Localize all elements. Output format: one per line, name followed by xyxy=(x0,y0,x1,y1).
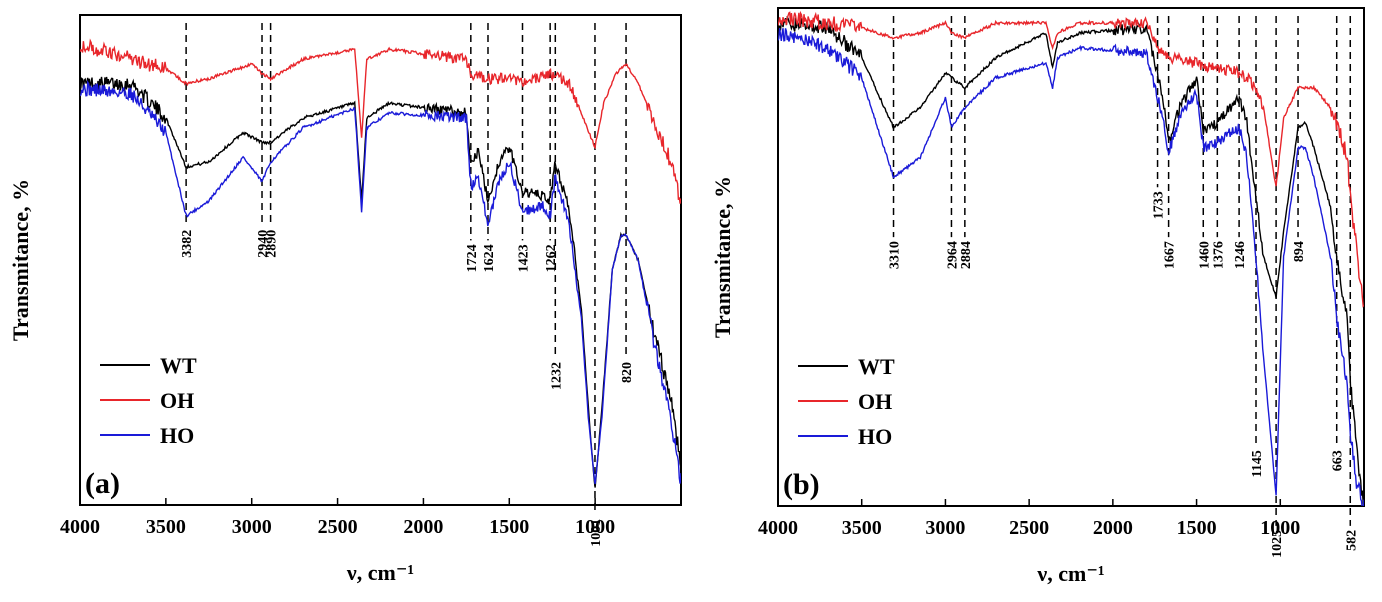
peak-label: 1232 xyxy=(549,362,564,390)
panel-label: (a) xyxy=(85,467,120,500)
panel-b: 4000 3500 3000 2500 2000 1500 1000 ν, cm⁻¹ Trans… xyxy=(710,7,1365,586)
legend-label: WT xyxy=(160,353,197,378)
y-axis-label: Transmitance, % xyxy=(8,179,33,341)
peak-label: 1376 xyxy=(1211,241,1226,269)
x-tick-label: 3000 xyxy=(232,516,272,538)
series-line-oh xyxy=(80,38,681,204)
x-tick-label: 2000 xyxy=(1093,517,1133,539)
peak-label: 1423 xyxy=(517,244,532,272)
peak-label: 820 xyxy=(620,362,635,383)
panel-label: (b) xyxy=(783,468,820,501)
panel-a: 4000 3500 3000 2500 2000 1500 1000 ν, cm⁻¹ Trans… xyxy=(8,14,682,585)
peak-label: 1001 xyxy=(589,519,604,547)
legend-label: OH xyxy=(858,389,892,414)
series-line-oh xyxy=(778,10,1364,308)
peak-label: 1724 xyxy=(465,244,480,272)
legend-label: HO xyxy=(160,423,194,448)
peak-label: 582 xyxy=(1344,530,1359,551)
plot-frame xyxy=(777,7,1365,507)
x-tick-label: 4000 xyxy=(60,516,100,538)
peak-label: 1025 xyxy=(1270,530,1285,558)
x-axis-label: ν, cm⁻¹ xyxy=(1036,561,1104,586)
series-line-wt xyxy=(80,76,681,488)
x-tick-label: 2500 xyxy=(1009,517,1049,539)
x-tick-label: 1500 xyxy=(489,516,529,538)
x-tick-label: 1500 xyxy=(1177,517,1217,539)
peak-label: 3382 xyxy=(180,230,195,258)
series-line-ho xyxy=(80,80,681,485)
legend-label: WT xyxy=(858,354,895,379)
x-tick-label: 4000 xyxy=(758,517,798,539)
plot-frame xyxy=(79,14,682,506)
y-axis-label: Transmitance, % xyxy=(710,176,735,338)
x-tick-label: 1000 xyxy=(1260,517,1300,539)
peak-label: 1145 xyxy=(1250,450,1265,477)
x-tick-label: 3500 xyxy=(842,517,882,539)
series-line-wt xyxy=(778,15,1364,506)
x-tick-label: 1000 xyxy=(575,516,615,538)
peak-label: 2940 xyxy=(256,230,271,258)
peak-label: 1733 xyxy=(1152,191,1167,219)
peak-label: 1624 xyxy=(482,244,497,272)
legend-label: HO xyxy=(858,424,892,449)
series-line-ho xyxy=(778,28,1364,506)
peak-label: 894 xyxy=(1292,241,1307,262)
peak-label: 1246 xyxy=(1233,241,1248,269)
peak-label: 2890 xyxy=(265,230,280,258)
peak-label: 663 xyxy=(1331,450,1346,471)
x-axis-label: ν, cm⁻¹ xyxy=(346,560,414,585)
peak-label: 2964 xyxy=(945,241,960,269)
peak-label: 1667 xyxy=(1163,241,1178,269)
legend-label: OH xyxy=(160,388,194,413)
peak-label: 1460 xyxy=(1197,241,1212,269)
x-tick-label: 2500 xyxy=(318,516,358,538)
peak-label: 2884 xyxy=(959,241,974,269)
x-tick-label: 2000 xyxy=(403,516,443,538)
peak-label: 1262 xyxy=(544,244,559,272)
x-tick-label: 3000 xyxy=(925,517,965,539)
x-tick-label: 3500 xyxy=(146,516,186,538)
peak-label: 3310 xyxy=(888,241,903,269)
